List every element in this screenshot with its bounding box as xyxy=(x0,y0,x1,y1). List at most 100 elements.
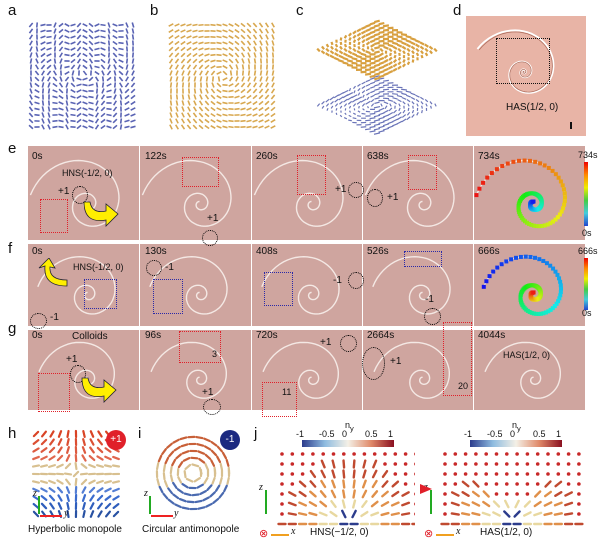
director-rod xyxy=(186,23,192,27)
director-rod xyxy=(169,106,173,112)
director-rod xyxy=(186,41,192,45)
trajectory-point xyxy=(555,272,560,277)
director-rod xyxy=(210,23,216,27)
director-arrow xyxy=(370,500,379,508)
trajectory-point xyxy=(558,283,563,288)
director-rod xyxy=(89,438,95,446)
director-rod xyxy=(410,96,416,100)
director-rod xyxy=(228,23,234,27)
director-dot xyxy=(515,452,519,456)
director-dot xyxy=(535,462,540,466)
director-rod xyxy=(205,76,209,82)
director-rod xyxy=(228,125,234,129)
director-rod xyxy=(222,29,228,33)
director-rod xyxy=(53,28,57,34)
director-rod xyxy=(259,82,263,88)
director-arrow xyxy=(543,490,553,498)
director-rod xyxy=(175,100,179,106)
director-rod xyxy=(271,40,275,46)
director-rod xyxy=(96,464,104,468)
director-rod xyxy=(347,100,353,105)
director-arrow xyxy=(287,512,297,516)
director-rod xyxy=(88,22,94,28)
director-dot xyxy=(535,452,540,456)
director-rod xyxy=(106,95,112,99)
director-rod xyxy=(402,59,406,63)
director-rod xyxy=(202,496,210,502)
director-dot xyxy=(414,512,415,516)
director-rod xyxy=(162,464,167,473)
director-rod xyxy=(218,476,223,485)
director-dot xyxy=(494,462,499,466)
director-rod xyxy=(130,82,136,88)
director-arrow xyxy=(341,499,346,509)
director-rod xyxy=(100,64,106,70)
director-rod xyxy=(107,22,111,28)
director-rod xyxy=(396,39,403,43)
director-rod xyxy=(181,482,189,489)
director-rod xyxy=(221,451,228,460)
director-rod xyxy=(402,101,406,105)
director-rod xyxy=(228,119,234,123)
micrograph-frame xyxy=(252,146,362,240)
director-rod xyxy=(96,455,104,461)
director-rod xyxy=(32,510,40,518)
director-rod xyxy=(41,100,45,106)
director-rod xyxy=(389,52,392,57)
director-rod xyxy=(72,470,80,478)
disclination-line xyxy=(261,255,340,315)
director-rod xyxy=(174,503,182,509)
trajectory-point xyxy=(557,296,562,301)
director-rod xyxy=(199,70,203,76)
director-rod xyxy=(100,112,106,118)
director-rod xyxy=(125,76,129,82)
director-rod xyxy=(47,76,51,82)
director-rod xyxy=(424,52,429,57)
director-rod xyxy=(216,71,222,75)
director-rod xyxy=(81,486,87,494)
director-rod xyxy=(94,124,100,130)
director-rod xyxy=(352,39,357,44)
director-rod xyxy=(392,114,398,118)
director-rod xyxy=(265,40,269,46)
director-rod xyxy=(113,70,117,76)
director-rod xyxy=(378,130,385,133)
director-rod xyxy=(181,100,185,106)
director-arrow xyxy=(361,500,368,508)
director-rod xyxy=(210,70,216,76)
director-dot xyxy=(577,452,581,456)
director-rod xyxy=(95,106,99,112)
director-rod xyxy=(356,50,362,55)
director-rod xyxy=(348,114,352,118)
director-rod xyxy=(373,127,381,131)
defect-inset xyxy=(153,279,183,314)
director-rod xyxy=(346,63,354,67)
colorbar-tick: 1 xyxy=(388,429,394,439)
director-rod xyxy=(259,70,263,76)
director-rod xyxy=(192,106,198,112)
director-rod xyxy=(370,103,375,107)
trajectory-point xyxy=(481,284,486,289)
director-rod xyxy=(169,474,174,483)
director-rod xyxy=(118,23,124,27)
director-rod xyxy=(222,101,228,105)
director-rod xyxy=(406,111,411,116)
z-axis-arrow xyxy=(149,496,151,514)
director-rod xyxy=(64,41,70,45)
director-dot xyxy=(525,462,530,466)
trajectory-point xyxy=(531,311,536,316)
director-dot xyxy=(453,482,458,486)
director-rod xyxy=(365,23,371,28)
director-rod xyxy=(100,58,106,64)
director-rod xyxy=(387,65,394,70)
director-rod xyxy=(53,34,57,40)
director-rod xyxy=(198,124,204,130)
director-rod xyxy=(396,120,403,125)
director-rod xyxy=(88,58,94,64)
trajectory-point xyxy=(559,209,564,214)
director-rod xyxy=(374,88,380,91)
director-rod xyxy=(374,101,380,105)
director-rod xyxy=(192,112,198,118)
panel-label-g: g xyxy=(8,320,17,337)
director-arrow xyxy=(471,511,481,517)
